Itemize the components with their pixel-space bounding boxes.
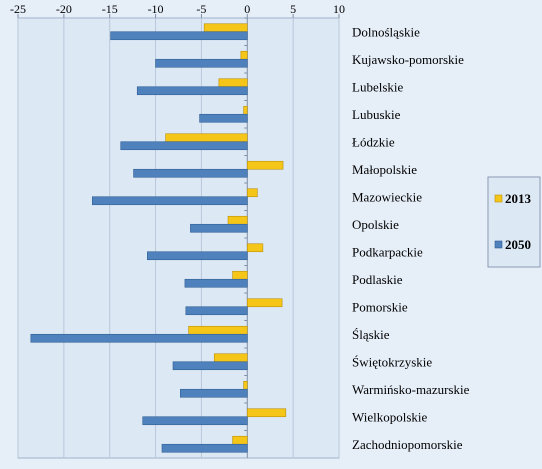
x-tick-label: -25 (10, 2, 26, 16)
bar-2050-15 (161, 443, 248, 453)
legend-swatch-2013 (494, 194, 503, 203)
category-label: Pomorskie (352, 299, 408, 314)
category-label: Dolnośląskie (352, 24, 420, 39)
category-label: Wielkopolskie (352, 409, 428, 424)
bar-2050-10 (185, 306, 248, 316)
category-label: Podlaskie (352, 272, 403, 287)
bar-2013-2 (218, 78, 248, 88)
x-tick-label: 0 (244, 2, 250, 16)
bar-2013-5 (246, 160, 284, 170)
category-label: Śląskie (352, 327, 390, 342)
legend-box (487, 176, 541, 268)
bar-2013-14 (246, 408, 287, 418)
category-label: Mazowieckie (352, 189, 422, 204)
category-label: Łódzkie (352, 134, 395, 149)
bar-2013-10 (246, 298, 283, 308)
category-label: Świętokrzyskie (352, 354, 432, 369)
category-label: Małopolskie (352, 162, 417, 177)
x-tick-label: -10 (148, 2, 164, 16)
x-tick-label: -20 (56, 2, 72, 16)
category-label: Warmińsko-mazurskie (352, 382, 470, 397)
bar-2013-15 (232, 435, 248, 445)
bar-2050-0 (110, 31, 248, 41)
bar-2050-11 (30, 333, 248, 343)
x-tick-label: 5 (290, 2, 296, 16)
category-label: Lubelskie (352, 79, 403, 94)
bar-2050-1 (155, 58, 248, 68)
bar-2013-1 (240, 50, 248, 60)
x-tick-label: 10 (333, 2, 345, 16)
bar-2013-8 (246, 243, 264, 253)
bar-2050-7 (190, 223, 248, 233)
bar-2013-12 (213, 353, 248, 363)
bar-2050-8 (147, 251, 248, 261)
legend-label: 2013 (505, 191, 532, 206)
category-label: Zachodniopomorskie (352, 437, 463, 452)
bar-2013-4 (165, 133, 248, 143)
bar-2013-6 (246, 188, 258, 198)
bar-2050-6 (91, 196, 248, 206)
bar-2050-13 (180, 388, 248, 398)
x-tick-label: -5 (196, 2, 206, 16)
category-label: Kujawsko-pomorskie (352, 52, 464, 67)
category-label: Podkarpackie (352, 244, 423, 259)
bar-2013-0 (203, 23, 248, 33)
category-label: Lubuskie (352, 107, 401, 122)
bar-2013-11 (188, 325, 248, 335)
category-label: Opolskie (352, 217, 399, 232)
plot-area (17, 17, 340, 459)
bar-2050-4 (120, 141, 248, 151)
bar-2050-3 (199, 113, 248, 123)
legend-swatch-2050 (494, 240, 503, 249)
x-tick-label: -15 (102, 2, 118, 16)
bar-2013-13 (243, 380, 248, 390)
bar-2050-5 (133, 168, 248, 178)
bar-2050-12 (172, 361, 248, 371)
bar-2013-3 (243, 105, 248, 115)
bar-2050-2 (136, 86, 248, 96)
bar-2050-14 (142, 416, 248, 426)
bar-2013-7 (227, 215, 248, 225)
legend-label: 2050 (505, 237, 531, 252)
bar-2013-9 (232, 270, 248, 280)
bar-2050-9 (184, 278, 248, 288)
